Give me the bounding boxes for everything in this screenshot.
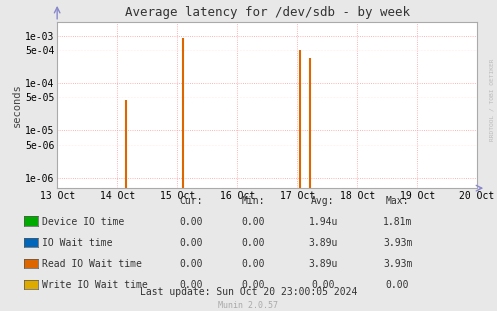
Text: Write IO Wait time: Write IO Wait time [42,280,148,290]
Text: 0.00: 0.00 [242,217,265,227]
Text: 3.93m: 3.93m [383,238,413,248]
Text: 0.00: 0.00 [386,280,410,290]
Text: 0.00: 0.00 [242,259,265,269]
Text: 0.00: 0.00 [179,238,203,248]
Text: IO Wait time: IO Wait time [42,238,113,248]
Text: 3.89u: 3.89u [308,238,338,248]
Text: 3.93m: 3.93m [383,259,413,269]
Text: 3.89u: 3.89u [308,259,338,269]
Text: Last update: Sun Oct 20 23:00:05 2024: Last update: Sun Oct 20 23:00:05 2024 [140,287,357,297]
Text: 0.00: 0.00 [242,280,265,290]
Text: RRDTOOL / TOBI OETIKER: RRDTOOL / TOBI OETIKER [490,58,495,141]
Text: Avg:: Avg: [311,196,335,206]
Title: Average latency for /dev/sdb - by week: Average latency for /dev/sdb - by week [125,6,410,19]
Y-axis label: seconds: seconds [12,83,22,127]
Text: Read IO Wait time: Read IO Wait time [42,259,142,269]
Text: 0.00: 0.00 [179,217,203,227]
Text: 1.94u: 1.94u [308,217,338,227]
Text: 0.00: 0.00 [179,280,203,290]
Text: 0.00: 0.00 [311,280,335,290]
Text: 0.00: 0.00 [179,259,203,269]
Text: 1.81m: 1.81m [383,217,413,227]
Text: Device IO time: Device IO time [42,217,124,227]
Text: Max:: Max: [386,196,410,206]
Text: Cur:: Cur: [179,196,203,206]
Text: Min:: Min: [242,196,265,206]
Text: Munin 2.0.57: Munin 2.0.57 [219,301,278,310]
Text: 0.00: 0.00 [242,238,265,248]
